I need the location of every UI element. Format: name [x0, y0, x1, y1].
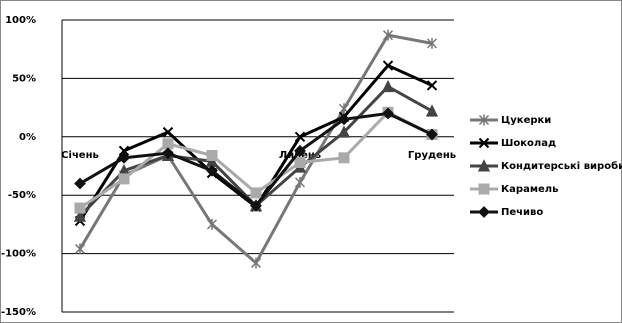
marker: [250, 187, 262, 199]
y-tick-label: 0%: [19, 132, 36, 143]
marker: [74, 243, 86, 255]
marker: [382, 60, 394, 71]
marker: [250, 257, 262, 269]
x-tick-label: Січень: [61, 150, 99, 161]
marker: [294, 144, 306, 157]
marker: [338, 152, 350, 164]
y-tick-label: -150%: [1, 307, 36, 318]
marker: [426, 80, 438, 91]
marker: [294, 131, 306, 143]
legend-label: Печиво: [501, 207, 543, 218]
marker: [382, 107, 394, 120]
legend-marker: [477, 159, 491, 172]
legend-label: Цукерки: [501, 115, 551, 126]
marker: [162, 138, 174, 150]
marker: [206, 164, 218, 177]
marker: [118, 151, 130, 164]
legend-marker: [478, 183, 490, 195]
y-tick-label: 100%: [5, 15, 36, 26]
marker: [74, 177, 86, 190]
marker: [162, 126, 174, 138]
marker: [426, 128, 438, 141]
legend-label: Карамель: [501, 184, 558, 195]
marker: [73, 209, 87, 222]
marker: [118, 173, 130, 185]
legend-label: Шоколад: [501, 138, 556, 149]
y-tick-label: 50%: [12, 73, 36, 84]
marker: [250, 199, 262, 212]
marker: [338, 113, 350, 126]
marker: [294, 176, 306, 188]
legend-marker: [478, 206, 490, 218]
y-tick-label: -100%: [1, 249, 36, 260]
marker: [426, 37, 438, 49]
marker: [337, 125, 351, 138]
legend-marker: [478, 114, 490, 126]
marker: [118, 145, 130, 157]
marker: [425, 104, 439, 117]
marker: [206, 218, 218, 230]
marker: [294, 156, 306, 168]
x-tick-label: Грудень: [408, 150, 456, 161]
marker: [381, 79, 395, 93]
y-tick-label: -50%: [8, 190, 36, 201]
marker: [382, 29, 394, 41]
marker: [162, 147, 174, 160]
legend-marker: [478, 137, 490, 149]
marker: [206, 149, 218, 161]
marker: [74, 202, 86, 214]
legend-label: Кондитерські вироби: [501, 160, 622, 172]
